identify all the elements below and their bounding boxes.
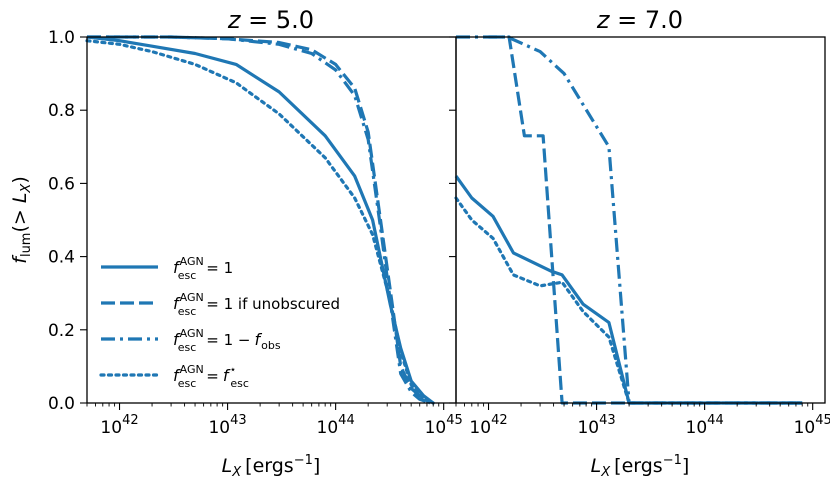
- legend-label: fAGN esc = 1: [173, 255, 233, 282]
- series-line-dotted: [85, 39, 435, 405]
- legend: fAGN esc = 1 fAGN esc = 1 if unobscured fAGN es…: [99, 255, 340, 390]
- series-line-dashdot: [456, 35, 803, 405]
- y-tick-label: 0.6: [48, 174, 75, 194]
- y-tick-label: 0.0: [48, 394, 75, 414]
- series-line-dotted: [454, 196, 804, 405]
- panel-z7: z = 7.0 1042 1043 1044 1045 LX [ergs−1]: [449, 6, 830, 480]
- x-tick-label: 1045: [794, 413, 830, 438]
- series-line-dashed: [488, 35, 803, 405]
- panel-title: z = 5.0: [227, 6, 314, 34]
- x-axis-label: LX [ergs−1]: [222, 453, 321, 480]
- x-axis-label: LX [ergs−1]: [591, 453, 690, 480]
- y-tick-label: 1.0: [48, 28, 75, 48]
- y-axis-label: flum(> LX): [9, 176, 34, 264]
- x-tick-label: 1045: [425, 413, 463, 438]
- legend-label: fAGN esc = 1 if unobscured: [173, 291, 340, 318]
- panel-title: z = 7.0: [596, 6, 683, 34]
- x-tick-label: 1044: [686, 413, 724, 438]
- series-line-solid: [454, 175, 803, 405]
- legend-label: fAGN esc = 1 − fobs: [173, 327, 281, 354]
- x-tick-label: 1042: [469, 413, 507, 438]
- x-tick-label: 1044: [317, 413, 355, 438]
- panel-z5: z = 5.0 1042 1043 1044 1045 0.0 0.2 0.4 0.6 0.8 1…: [9, 6, 463, 480]
- x-tick-label: 1043: [577, 413, 615, 438]
- plot-frame: [455, 36, 826, 404]
- x-tick-label: 1043: [208, 413, 246, 438]
- y-tick-label: 0.4: [48, 248, 75, 268]
- y-tick-label: 0.8: [48, 101, 75, 121]
- x-tick-label: 1042: [100, 413, 138, 438]
- svg-text:flum(> LX): flum(> LX): [9, 176, 34, 264]
- legend-label: fAGN esc = f⋆ esc: [173, 363, 249, 390]
- y-tick-label: 0.2: [48, 321, 75, 341]
